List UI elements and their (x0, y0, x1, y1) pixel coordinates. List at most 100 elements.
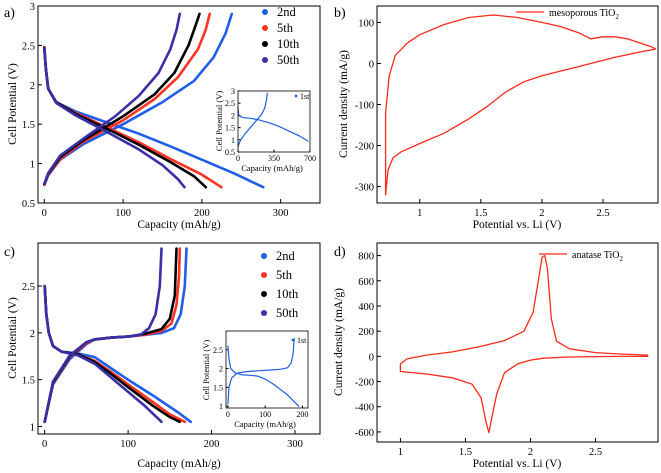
panel-b-y-tick-label: 100 (358, 18, 374, 29)
panel-a-x-tick-label: 200 (194, 208, 210, 219)
panel-a-legend-label-5th: 5th (277, 21, 294, 35)
panel-c-legend-label-5th: 5th (276, 268, 293, 282)
panel-a-legend-label-10th: 10th (277, 37, 300, 51)
panel-c-series-50th-discharge (43, 284, 163, 424)
panel-a-y-tick-label: 1.5 (22, 120, 35, 131)
panel-b-y-tick-label: 0 (369, 59, 374, 70)
panel-a-label: a) (4, 6, 15, 21)
panel-d-y-tick-label: -200 (355, 378, 374, 389)
panel-b: b) 1 1.5 2 2.5 -300 -200 -100 0 100 Potential vs… (334, 5, 659, 231)
panel-a-series-10th-charge (43, 12, 201, 186)
panel-d-y-tick-label: 200 (358, 327, 374, 338)
panel-d-x-tick-label: 2 (528, 447, 533, 458)
panel-b-legend: mesoporous TiO2 (516, 8, 619, 21)
panel-a-y-tick-label: 2.5 (22, 41, 35, 52)
panel-a-legend-marker-10th (262, 41, 268, 47)
panel-a-legend-marker-50th (262, 57, 268, 63)
panel-c: c) 0 100 200 300 1 1.5 2 2.5 Capacity (mAh/g) C… (4, 242, 321, 470)
panel-c-inset-series-charge (227, 337, 295, 405)
panel-a-legend-label-2nd: 2nd (277, 5, 297, 19)
panel-a-inset-legend-marker (294, 94, 298, 98)
panel-a-frame (37, 5, 321, 204)
panel-a-inset-y-tick-label: 1.5 (225, 124, 235, 133)
panel-d-x-label: Potential vs. Li (V) (473, 458, 562, 470)
panel-c-x-tick-label: 200 (204, 439, 220, 450)
panel-d-legend: anatase TiO2 (539, 250, 624, 263)
panel-d-y-tick-label: 600 (358, 277, 374, 288)
panel-c-label: c) (4, 245, 15, 260)
panel-c-y-label: Cell Potential (V) (7, 297, 19, 379)
panel-c-legend: 2nd 5th 10th 50th (261, 249, 299, 320)
panel-d-x-tick-label: 1.5 (459, 447, 472, 458)
panel-a-inset-y-tick-label: 2.5 (225, 99, 235, 108)
panel-d-y-tick-label: 400 (358, 302, 374, 313)
panel-b-legend-label: mesoporous TiO2 (549, 8, 619, 21)
panel-a-inset-series-discharge (237, 107, 309, 142)
panel-a-inset-background (238, 91, 310, 152)
panel-c-legend-marker-5th (261, 272, 267, 278)
panel-a-plot-area: 0 100 200 300 0.5 1 1.5 2 2.5 3 (22, 2, 289, 219)
panel-c-inset-y-tick-label: 2 (219, 365, 223, 374)
panel-d-y-tick-label: 0 (369, 352, 374, 363)
panel-b-x-tick-label: 2 (539, 208, 544, 219)
panel-c-legend-label-50th: 50th (276, 306, 299, 320)
panel-d-y-tick-label: 800 (358, 252, 374, 263)
panel-c-inset-frame (225, 330, 309, 409)
panel-d-legend-label: anatase TiO2 (572, 250, 624, 263)
panel-c-inset-x-tick-label: 0 (226, 410, 230, 419)
panel-c-inset: 0 100 200 1 1.5 2 2.5 1st Capacity (mAh/g) Cel… (201, 330, 309, 429)
panel-c-inset-y-tick-label: 2.5 (213, 346, 223, 355)
panel-c-inset-legend-marker (291, 338, 295, 342)
panel-c-inset-series-discharge (227, 345, 300, 407)
panel-c-series-50th-charge (43, 247, 163, 424)
panel-b-label: b) (334, 6, 346, 21)
panel-c-series-10th-charge (43, 247, 178, 424)
panel-b-plot-area: 1 1.5 2 2.5 -300 -200 -100 0 100 (355, 14, 657, 219)
panel-c-legend-marker-50th (261, 310, 267, 316)
panel-b-y-tick-label: -200 (355, 142, 374, 153)
panel-b-x-tick-label: 1 (417, 208, 422, 219)
panel-b-series-cv (384, 14, 657, 196)
panel-b-frame (376, 5, 659, 204)
panel-a-inset-y-tick-label: 3 (231, 87, 235, 96)
panel-b-x-tick-label: 2.5 (596, 208, 609, 219)
panel-c-inset-y-tick-label: 1.5 (213, 383, 223, 392)
panel-a-y-tick-label: 3 (30, 2, 35, 13)
panel-a-x-tick-label: 0 (42, 208, 47, 219)
panel-a-inset-series-label: 1st (300, 92, 310, 101)
panel-a-legend-label-50th: 50th (277, 53, 300, 67)
panel-a-legend: 2nd 5th 10th 50th (262, 5, 300, 67)
panel-b-y-tick-label: -100 (355, 101, 374, 112)
panel-c-y-tick-label: 1.5 (22, 376, 35, 387)
panel-d-plot-area: 1 1.5 2 2.5 -600 -400 -200 0 200 400 600 800 (355, 252, 649, 458)
panel-c-x-tick-label: 0 (42, 439, 47, 450)
panel-c-x-tick-label: 100 (120, 439, 136, 450)
panel-c-series-2nd-charge (43, 247, 188, 424)
panel-c-inset-x-label: Capacity (mAh/g) (234, 419, 296, 429)
panel-a-legend-marker-5th (262, 25, 268, 31)
panel-c-y-tick-label: 2 (30, 329, 35, 340)
panel-a-inset-y-tick-label: 1 (231, 136, 235, 145)
panel-a-inset-x-label: Capacity (mAh/g) (241, 163, 303, 173)
panel-d-series-cv (399, 254, 649, 434)
panel-a: a) 0 100 200 300 0.5 1 1.5 2 2.5 3 Capacity (mAh/… (4, 2, 321, 231)
panel-d: d) 1 1.5 2 2.5 -600 -400 -200 0 200 400 600 800 Pot… (333, 242, 659, 470)
panel-a-series-5th-discharge (43, 45, 223, 189)
panel-a-y-label: Cell Potential (V) (7, 63, 19, 145)
panel-a-x-tick-label: 100 (115, 208, 131, 219)
panel-d-y-tick-label: -400 (355, 403, 374, 414)
panel-d-y-label: Current density (mA/g) (333, 288, 345, 396)
panel-c-inset-background (226, 331, 308, 408)
panel-c-inset-series-label: 1st (297, 336, 307, 345)
panel-a-series-50th-charge (43, 12, 182, 186)
panel-c-legend-label-10th: 10th (276, 287, 299, 301)
panel-c-legend-marker-2nd (261, 253, 267, 259)
panel-b-y-label: Current density (mA/g) (338, 50, 350, 158)
panel-c-plot-area: 0 100 200 300 1 1.5 2 2.5 (22, 247, 303, 450)
panel-a-inset-frame (237, 90, 311, 153)
panel-d-x-tick-label: 2.5 (589, 447, 602, 458)
panel-c-inset-y-tick-label: 1 (219, 402, 223, 411)
panel-a-inset-x-tick-label: 350 (268, 154, 280, 163)
panel-c-y-tick-label: 1 (30, 423, 35, 434)
